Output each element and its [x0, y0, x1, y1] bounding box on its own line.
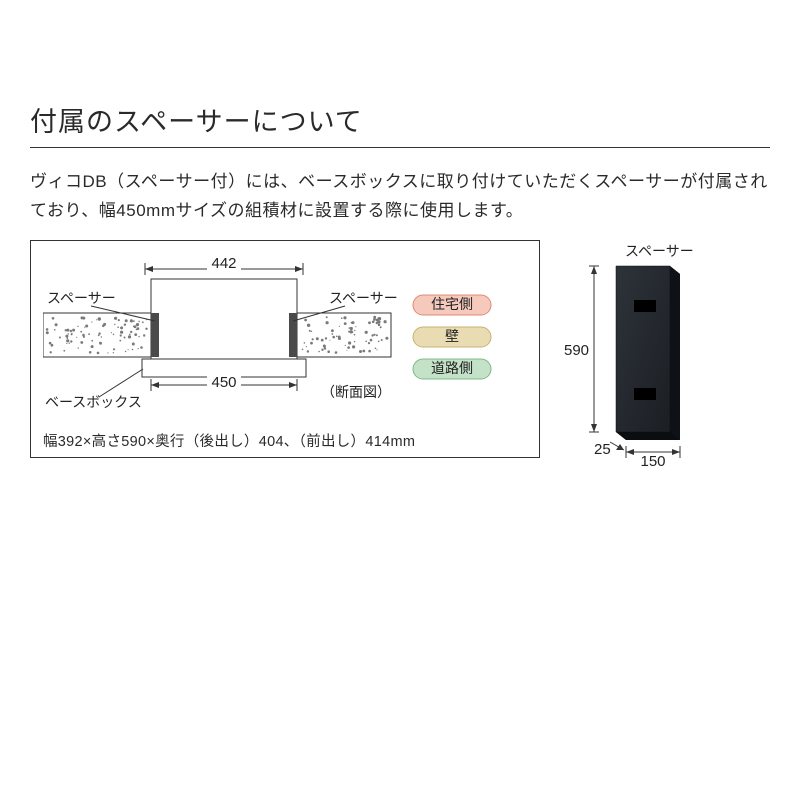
svg-text:スペーサー: スペーサー	[329, 290, 398, 306]
svg-text:450: 450	[211, 374, 236, 391]
svg-text:スペーサー: スペーサー	[47, 290, 116, 306]
svg-text:壁: 壁	[445, 328, 459, 344]
cross-section-svg: 442	[43, 251, 527, 426]
svg-text:スペーサー: スペーサー	[625, 243, 694, 259]
description-text: ヴィコDB（スペーサー付）には、ベースボックスに取り付けていただくスペーサーが付…	[30, 168, 770, 226]
svg-text:道路側: 道路側	[431, 360, 473, 376]
page-title: 付属のスペーサーについて	[30, 100, 770, 148]
svg-text:ベースボックス: ベースボックス	[45, 394, 142, 410]
svg-text:590: 590	[564, 342, 589, 359]
basebox-size-line: 幅392×高さ590×奥行（後出し）404、（前出し）414mm	[43, 430, 527, 451]
cross-section-box: 442	[30, 240, 540, 458]
svg-text:（断面図）: （断面図）	[321, 384, 391, 400]
svg-text:150: 150	[640, 453, 665, 467]
svg-text:25: 25	[594, 441, 611, 458]
figure-row: 442	[30, 240, 770, 467]
svg-text:住宅側: 住宅側	[431, 296, 473, 312]
svg-text:442: 442	[211, 255, 236, 272]
spacer-panel: スペーサー 590	[562, 240, 742, 467]
